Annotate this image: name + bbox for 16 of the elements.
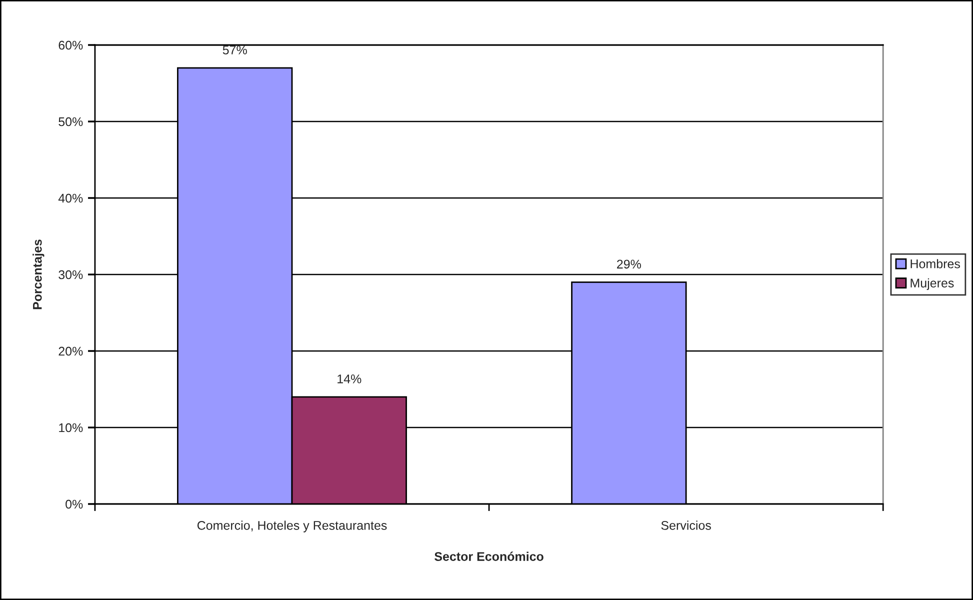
data-label: 57% bbox=[222, 46, 247, 54]
x-tick-label: Servicios bbox=[661, 520, 711, 530]
y-tick-label: 60% bbox=[58, 40, 83, 50]
y-tick-label: 50% bbox=[58, 117, 83, 126]
y-axis-title: Porcentajes bbox=[32, 240, 44, 310]
y-tick-label: 0% bbox=[66, 500, 83, 509]
legend-label: Hombres bbox=[910, 259, 960, 268]
y-tick-label: 10% bbox=[59, 423, 83, 432]
data-label: 14% bbox=[338, 374, 362, 384]
y-tick-label: 40% bbox=[58, 194, 83, 203]
x-tick-label: Comercio, Hoteles y Restaurantes bbox=[197, 520, 387, 532]
y-tick-label: 30% bbox=[58, 270, 83, 280]
data-label: 29% bbox=[617, 260, 641, 269]
y-tick-label: 20% bbox=[58, 346, 83, 356]
legend-label: Mujeres bbox=[910, 278, 954, 290]
x-axis-title: Sector Económico bbox=[434, 552, 544, 561]
